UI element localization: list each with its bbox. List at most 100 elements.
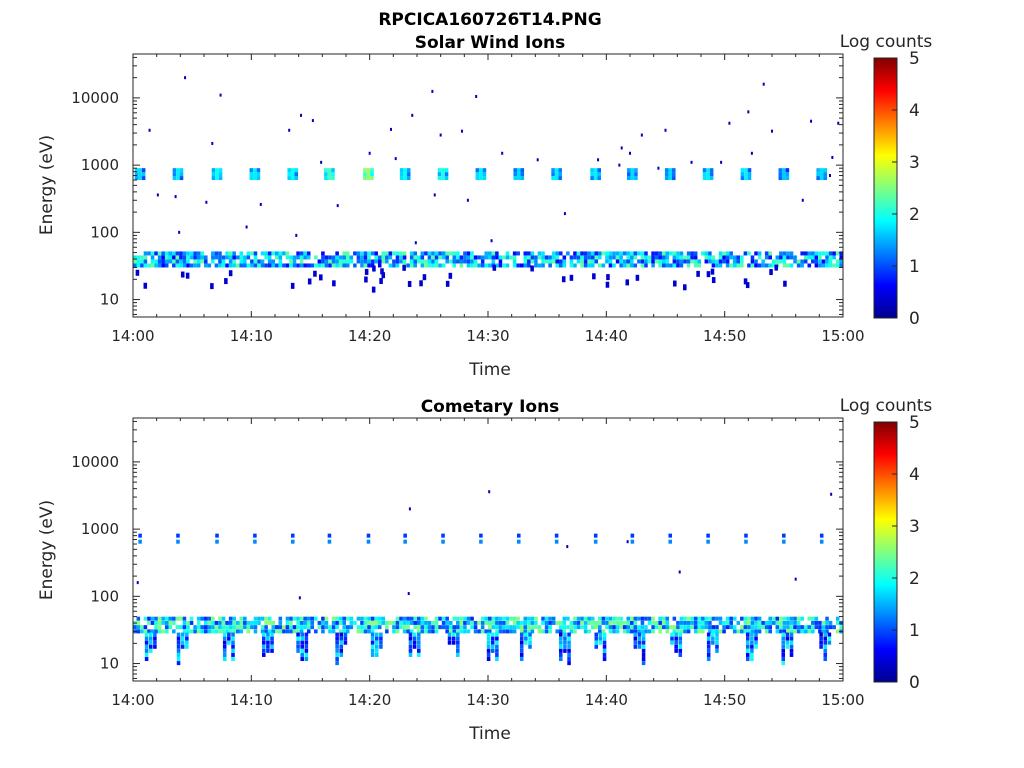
- cometary-spike-cell: [750, 648, 754, 653]
- solar-wind-band-cell: [356, 251, 361, 256]
- cometary-spike-cell: [379, 636, 383, 641]
- cometary-band-cell: [246, 625, 251, 630]
- solar-wind-band-cell: [278, 263, 283, 268]
- cometary-spike-cell: [176, 652, 181, 657]
- solar-wind-sparse-point: [174, 195, 177, 199]
- cometary-band-cell: [164, 616, 169, 621]
- solar-wind-band-cell: [310, 263, 315, 268]
- solar-wind-burst-cell: [444, 168, 449, 173]
- cometary-band-cell: [381, 616, 386, 621]
- solar-wind-band-cell: [732, 259, 737, 264]
- solar-wind-band-cell: [512, 251, 517, 256]
- solar-wind-band-cell: [306, 251, 311, 256]
- solar-wind-band-cell: [658, 255, 662, 260]
- solar-wind-band-cell: [420, 263, 425, 268]
- cometary-spike-cell: [641, 661, 646, 666]
- cometary-band-cell: [150, 629, 155, 634]
- solar-wind-tail-cell: [332, 280, 336, 287]
- solar-wind-burst-cell: [706, 168, 710, 173]
- cometary-colorbar-tick-label: 0: [909, 673, 920, 693]
- cometary-spike-cell: [745, 652, 750, 657]
- cometary-band-cell: [136, 616, 141, 621]
- cometary-band-cell: [314, 616, 318, 621]
- solar-wind-sparse-point: [501, 151, 504, 155]
- cometary-xlabel: Time: [468, 724, 511, 744]
- solar-wind-sparse-point: [640, 133, 643, 137]
- cometary-band-cell: [672, 629, 677, 634]
- cometary-spike-cell: [261, 632, 266, 637]
- cometary-band-cell: [722, 620, 726, 625]
- solar-wind-band-cell: [715, 259, 719, 264]
- cometary-spike-cell: [750, 640, 754, 645]
- solar-wind-band-cell: [282, 251, 286, 256]
- cometary-band-cell: [519, 625, 524, 630]
- solar-wind-band-cell: [601, 251, 606, 256]
- cometary-band-cell: [495, 629, 499, 634]
- cometary-band-cell: [701, 625, 705, 630]
- solar-wind-burst-cell: [441, 176, 445, 181]
- cometary-band-cell: [264, 629, 268, 634]
- solar-wind-band-cell: [448, 251, 453, 256]
- solar-wind-burst-cell: [709, 168, 714, 173]
- cometary-band-cell: [502, 629, 506, 634]
- solar-wind-band-cell: [736, 259, 741, 264]
- cometary-spike-cell: [785, 644, 790, 649]
- solar-wind-band-cell: [768, 251, 772, 256]
- solar-wind-sparse-point: [728, 121, 731, 125]
- solar-wind-band-cell: [835, 259, 840, 264]
- cometary-band-cell: [772, 616, 776, 621]
- cometary-band-cell: [239, 625, 244, 630]
- solar-wind-burst-cell: [593, 172, 598, 177]
- solar-wind-band-cell: [303, 263, 307, 268]
- solar-wind-band-cell: [821, 251, 826, 256]
- cometary-band-cell: [204, 620, 208, 625]
- cometary-band-cell: [676, 620, 680, 625]
- cometary-band-cell: [661, 616, 666, 621]
- solar-wind-band-cell: [651, 259, 655, 264]
- solar-wind-burst-cell: [482, 172, 487, 177]
- solar-wind-band-cell: [292, 255, 297, 260]
- solar-wind-band-cell: [189, 251, 194, 256]
- cometary-spike-cell: [602, 652, 607, 657]
- cometary-band-cell: [740, 625, 744, 630]
- cometary-spike-cell: [374, 640, 379, 645]
- cometary-blip-cell: [327, 533, 332, 538]
- cometary-band-cell: [743, 629, 748, 634]
- cometary-band-cell: [459, 629, 464, 634]
- cometary-band-cell: [136, 629, 141, 634]
- cometary-spike-cell: [176, 640, 181, 645]
- cometary-band-cell: [353, 620, 357, 625]
- solar-wind-band-cell: [772, 263, 776, 268]
- cometary-band-cell: [445, 629, 449, 634]
- cometary-band-cell: [161, 616, 165, 621]
- solar-wind-band-cell: [498, 263, 503, 268]
- cometary-band-cell: [466, 629, 471, 634]
- cometary-band-cell: [321, 620, 325, 625]
- solar-wind-sparse-point: [320, 160, 323, 164]
- cometary-spike-cell: [789, 652, 794, 657]
- solar-wind-band-cell: [275, 251, 279, 256]
- cometary-band-cell: [786, 616, 790, 621]
- solar-wind-band-cell: [420, 255, 425, 260]
- cometary-band-cell: [211, 620, 215, 625]
- cometary-blip-cell: [138, 539, 142, 544]
- cometary-spike-cell: [222, 644, 227, 649]
- cometary-spike-cell: [789, 632, 794, 637]
- cometary-spike-cell: [451, 632, 456, 637]
- solar-wind-tail-cell: [605, 281, 610, 288]
- cometary-band-cell: [346, 629, 350, 634]
- cometary-band-cell: [608, 625, 613, 630]
- cometary-band-cell: [399, 620, 403, 625]
- cometary-band-cell: [271, 620, 275, 625]
- cometary-spike-cell: [176, 632, 181, 637]
- cometary-band-cell: [431, 629, 435, 634]
- cometary-band-cell: [452, 625, 457, 630]
- cometary-band-cell: [338, 620, 343, 625]
- cometary-band-cell: [697, 629, 701, 634]
- solar-wind-band-cell: [811, 255, 815, 260]
- solar-wind-band-cell: [509, 255, 513, 260]
- cometary-band-cell: [516, 620, 520, 625]
- cometary-band-cell: [640, 625, 645, 630]
- solar-wind-band-cell: [463, 259, 467, 264]
- cometary-band-cell: [470, 625, 474, 630]
